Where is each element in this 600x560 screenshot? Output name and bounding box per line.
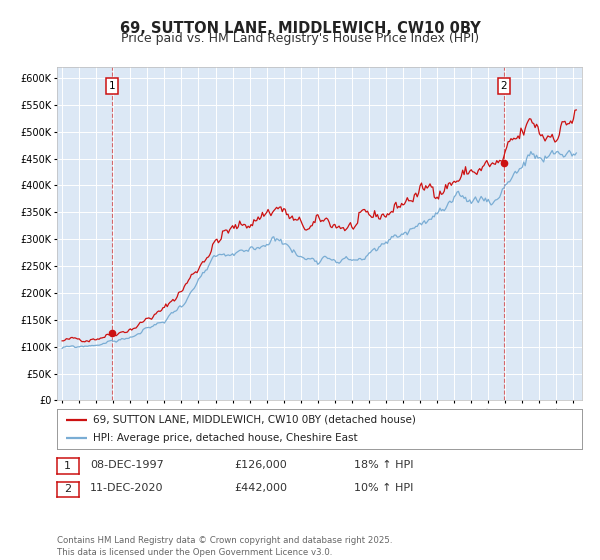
Text: 11-DEC-2020: 11-DEC-2020 bbox=[90, 483, 163, 493]
Text: 18% ↑ HPI: 18% ↑ HPI bbox=[354, 460, 413, 470]
Text: Contains HM Land Registry data © Crown copyright and database right 2025.
This d: Contains HM Land Registry data © Crown c… bbox=[57, 536, 392, 557]
Text: Price paid vs. HM Land Registry's House Price Index (HPI): Price paid vs. HM Land Registry's House … bbox=[121, 32, 479, 45]
Text: 2: 2 bbox=[500, 81, 507, 91]
Text: 1: 1 bbox=[109, 81, 115, 91]
Text: 2: 2 bbox=[64, 484, 71, 494]
Text: 69, SUTTON LANE, MIDDLEWICH, CW10 0BY (detached house): 69, SUTTON LANE, MIDDLEWICH, CW10 0BY (d… bbox=[93, 415, 416, 424]
Text: 10% ↑ HPI: 10% ↑ HPI bbox=[354, 483, 413, 493]
Text: 69, SUTTON LANE, MIDDLEWICH, CW10 0BY: 69, SUTTON LANE, MIDDLEWICH, CW10 0BY bbox=[119, 21, 481, 36]
Text: 1: 1 bbox=[64, 461, 71, 471]
Text: HPI: Average price, detached house, Cheshire East: HPI: Average price, detached house, Ches… bbox=[93, 433, 358, 443]
Text: £442,000: £442,000 bbox=[234, 483, 287, 493]
Text: 08-DEC-1997: 08-DEC-1997 bbox=[90, 460, 164, 470]
Text: £126,000: £126,000 bbox=[234, 460, 287, 470]
